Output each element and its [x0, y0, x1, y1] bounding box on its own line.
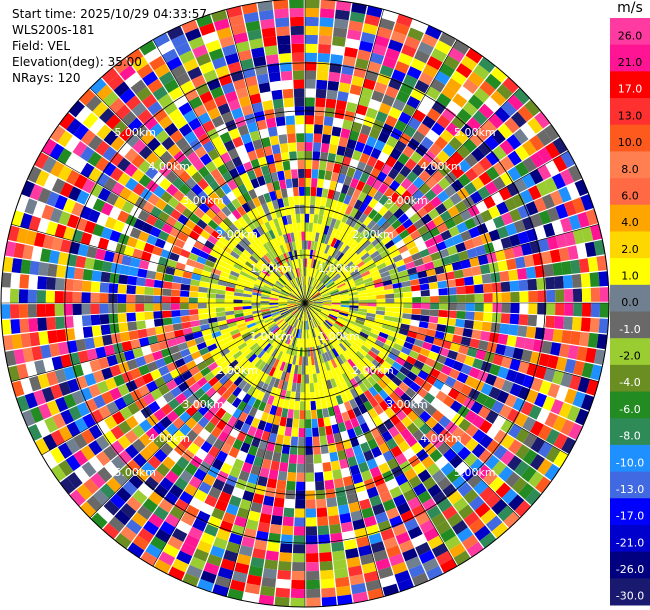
azimuth-spokes: [1, 0, 609, 607]
range-ring: [64, 62, 546, 544]
range-ring-label: 5.00km: [114, 126, 156, 139]
colorbar-tick-label: 21.0: [618, 56, 643, 69]
velocity-colorbar: 26.0 21.0 17.0 13.0 10.0 8.0 6.0 4.0 2.0 1.0 0.0 -1…: [610, 18, 650, 606]
station-label: WLS200s-181: [12, 23, 95, 37]
range-ring-label: 5.00km: [454, 126, 496, 139]
colorbar-tick-label: 6.0: [621, 189, 639, 202]
colorbar-swatch: [610, 498, 650, 526]
colorbar-swatch: [610, 391, 650, 419]
range-ring-label: 3.00km: [386, 194, 428, 207]
colorbar-tick-label: -26.0: [616, 563, 644, 576]
range-ring-label: 1.00km: [318, 262, 360, 275]
range-ring-label: 2.00km: [216, 228, 258, 241]
range-ring-label: 1.00km: [250, 262, 292, 275]
colorbar-unit: m/s: [617, 0, 643, 16]
colorbar-swatch: [610, 364, 650, 393]
colorbar-tick-label: -21.0: [616, 536, 644, 549]
colorbar-tick-label: 26.0: [618, 29, 643, 42]
range-ring: [112, 110, 498, 496]
range-ring-label: 5.00km: [114, 466, 156, 479]
range-rings: 1.00km 1.00km 1.00km 1.00km 2.00km 2.00km 2.00…: [64, 62, 546, 544]
range-ring: [256, 254, 354, 352]
colorbar-swatch: [610, 258, 650, 286]
range-ring-label: 4.00km: [148, 160, 190, 173]
range-ring-label: 3.00km: [386, 398, 428, 411]
ppi-velocity-display: 1.00km 1.00km 1.00km 1.00km 2.00km 2.00km 2.00…: [0, 0, 610, 608]
range-ring-label: 2.00km: [352, 228, 394, 241]
range-ring-label: 3.00km: [182, 398, 224, 411]
range-ring-label: 2.00km: [352, 364, 394, 377]
colorbar-tick-label: -8.0: [619, 430, 640, 443]
colorbar-tick-label: 0.0: [621, 296, 639, 309]
colorbar-swatch: [610, 204, 650, 232]
colorbar-tick-label: 17.0: [618, 83, 643, 96]
colorbar-swatch: [610, 284, 650, 312]
colorbar-tick-label: -4.0: [619, 376, 640, 389]
colorbar-swatch: [610, 18, 650, 46]
colorbar-tick-label: -2.0: [619, 350, 640, 363]
colorbar-swatch: [610, 524, 650, 553]
colorbar-swatch: [610, 44, 650, 72]
range-ring-label: 4.00km: [420, 160, 462, 173]
field-label: Field: VEL: [12, 39, 71, 53]
colorbar-tick-label: 1.0: [621, 269, 639, 282]
colorbar-swatch: [610, 231, 650, 259]
colorbar-swatch: [610, 338, 650, 366]
colorbar-tick-label: 2.0: [621, 243, 639, 256]
range-ring: [160, 158, 450, 448]
colorbar-swatch: [610, 71, 650, 99]
outer-range-ring: [0, 0, 610, 608]
colorbar-swatch: [610, 551, 650, 579]
colorbar-tick-label: 4.0: [621, 216, 639, 229]
colorbar-tick-label: -10.0: [616, 456, 644, 469]
range-ring-label: 3.00km: [182, 194, 224, 207]
colorbar-tick-label: -17.0: [616, 510, 644, 523]
colorbar-swatch: [610, 311, 650, 339]
colorbar-swatch: [610, 418, 650, 446]
colorbar-tick-label: -6.0: [619, 403, 640, 416]
range-ring-label: 4.00km: [420, 432, 462, 445]
colorbar-tick-label: 10.0: [618, 136, 643, 149]
colorbar-swatch: [610, 124, 650, 152]
velocity-field: [1, 0, 609, 607]
nrays-label: NRays: 120: [12, 71, 81, 85]
range-ring-label: 1.00km: [250, 330, 292, 343]
range-ring-label: 2.00km: [216, 364, 258, 377]
colorbar-swatch: [610, 578, 650, 606]
range-ring-label: 4.00km: [148, 432, 190, 445]
colorbar-swatch: [610, 151, 650, 179]
colorbar-tick-label: 13.0: [618, 109, 643, 122]
range-ring-label: 5.00km: [454, 466, 496, 479]
colorbar-swatch: [610, 98, 650, 126]
colorbar-swatch: [610, 444, 650, 473]
colorbar-tick-label: -13.0: [616, 483, 644, 496]
scan-info-panel: Start time: 2025/10/29 04:33:57 WLS200s-…: [12, 6, 207, 86]
colorbar-tick-label: -30.0: [616, 590, 644, 603]
start-time-label: Start time: 2025/10/29 04:33:57: [12, 7, 207, 21]
range-ring: [208, 206, 402, 400]
colorbar-swatch: [610, 471, 650, 499]
colorbar-swatch: [610, 178, 650, 206]
colorbar-tick-label: 8.0: [621, 163, 639, 176]
colorbar-tick-label: -1.0: [619, 323, 640, 336]
range-ring-label: 1.00km: [318, 330, 360, 343]
elevation-label: Elevation(deg): 35.00: [12, 55, 142, 69]
